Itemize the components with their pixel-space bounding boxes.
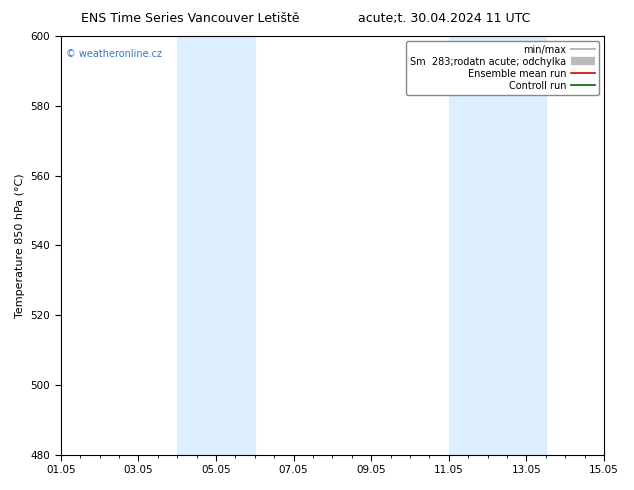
Legend: min/max, Sm  283;rodatn acute; odchylka, Ensemble mean run, Controll run: min/max, Sm 283;rodatn acute; odchylka, … bbox=[406, 41, 599, 95]
Y-axis label: Temperature 850 hPa (°C): Temperature 850 hPa (°C) bbox=[15, 173, 25, 318]
Bar bbox=[177, 36, 255, 455]
Text: © weatheronline.cz: © weatheronline.cz bbox=[66, 49, 162, 59]
Bar bbox=[449, 36, 546, 455]
Text: acute;t. 30.04.2024 11 UTC: acute;t. 30.04.2024 11 UTC bbox=[358, 12, 530, 25]
Text: ENS Time Series Vancouver Letiště: ENS Time Series Vancouver Letiště bbox=[81, 12, 299, 25]
